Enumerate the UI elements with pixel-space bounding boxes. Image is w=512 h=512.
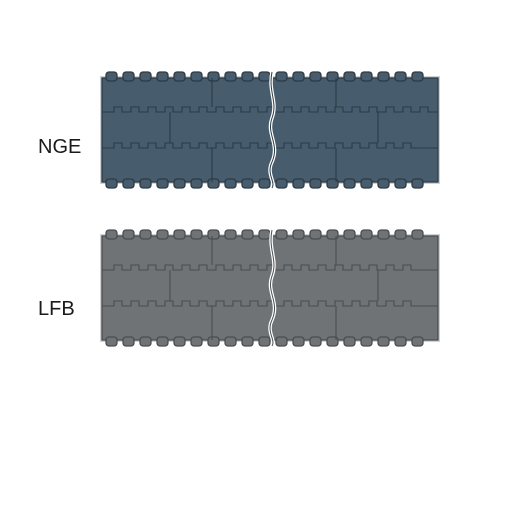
variant-label-nge: NGE (38, 136, 81, 159)
variant-label-lfb: LFB (38, 298, 75, 321)
belt-illustration-nge (100, 70, 440, 190)
belt-illustration-lfb (100, 228, 440, 348)
